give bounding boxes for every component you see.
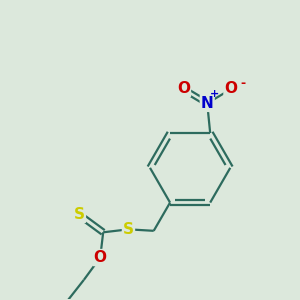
Text: -: -: [240, 77, 245, 90]
Text: O: O: [94, 250, 107, 265]
Text: N: N: [201, 96, 214, 111]
Text: +: +: [210, 89, 219, 99]
Text: O: O: [177, 81, 190, 96]
Text: S: S: [74, 207, 85, 222]
Text: S: S: [123, 222, 134, 237]
Text: O: O: [224, 81, 238, 96]
